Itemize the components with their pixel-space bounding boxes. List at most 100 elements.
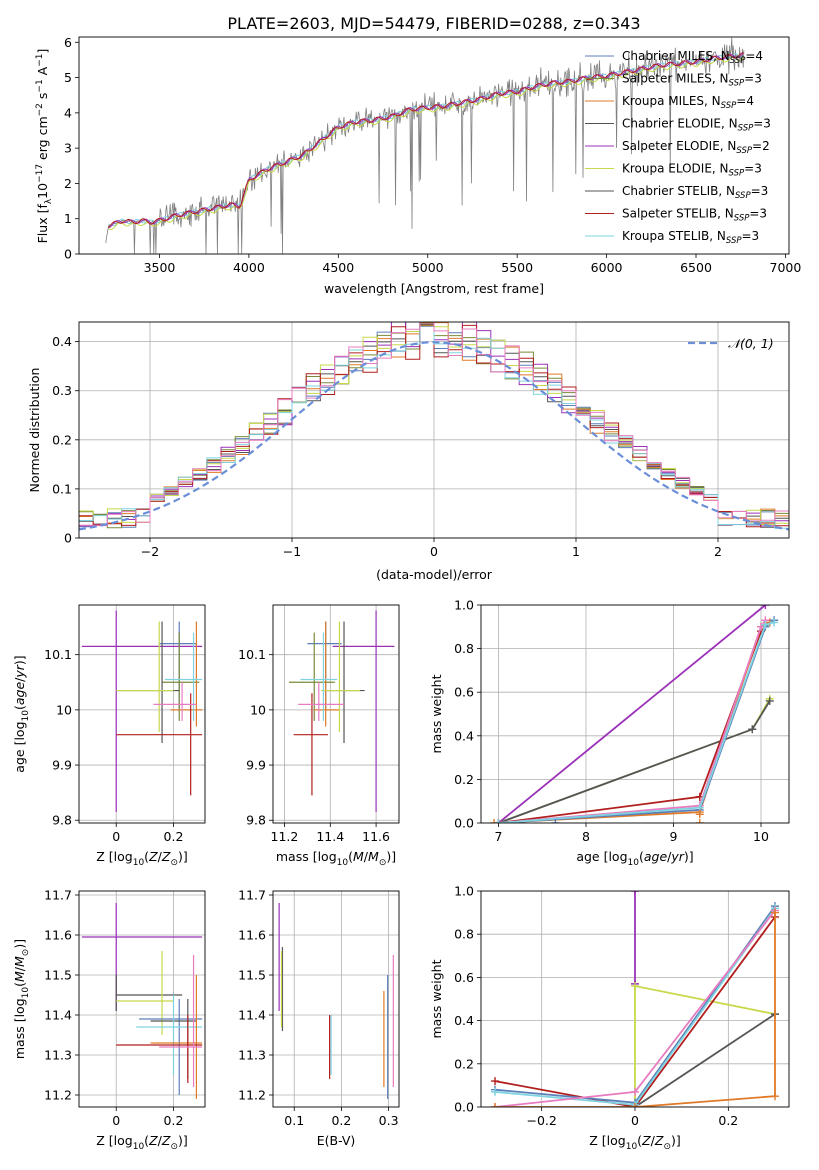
age-vs-mass-frame (272, 604, 400, 824)
weight-series-line (498, 619, 775, 823)
y-tick-label: 0 (64, 247, 72, 262)
x-tick-label: 5000 (412, 260, 444, 275)
residuals-plot-area (79, 322, 789, 538)
residuals-frame (78, 321, 790, 539)
mass-vs-z-plot-area (79, 891, 205, 1107)
x-tick-label: 6500 (680, 260, 712, 275)
y-tick-label: 1.0 (454, 598, 474, 613)
x-tick-label: 8 (582, 829, 590, 844)
weight-vs-age-plot-area (481, 605, 789, 823)
legend-label: Salpeter STELIB, NSSP=3 (622, 207, 767, 224)
axis-label-part: Z (148, 849, 158, 864)
axis-label-part: −1 (35, 79, 45, 92)
y-tick-label: 11.2 (44, 1088, 72, 1103)
axis-label: Flux [fλ10−17 erg cm−2 s−1 A−1] (35, 49, 54, 244)
legend-sub: SSP (726, 236, 742, 246)
axis-label-part: ( (348, 849, 353, 864)
y-tick-label: 11.5 (44, 968, 72, 983)
x-tick-label: 11.2 (271, 829, 299, 844)
axis-label-part: 10 (133, 1142, 145, 1152)
legend-n: =3 (744, 162, 762, 176)
x-tick-label: 0.2 (164, 1113, 184, 1128)
weight-vs-age-frame (480, 604, 790, 824)
spectrum-axes: 3500 4000 4500 5000 5500 6000 6500 7000 0 1 2 3 4 5 6 w… (35, 35, 801, 296)
axis-label-part: Z [log (589, 1133, 625, 1148)
axis-label-part: 10 (21, 710, 31, 722)
axis-label-part: age (12, 682, 27, 706)
x-tick-label: 4000 (233, 260, 265, 275)
plus-marker (491, 1103, 499, 1107)
axis-label-part: / (364, 849, 369, 864)
axis-label-part: / (158, 1133, 163, 1148)
legend-sub: SSP (729, 79, 745, 89)
axis-label-part: Z (654, 1133, 664, 1148)
axis-label-part: ⊙ (21, 949, 31, 957)
axis-label-part: / (667, 849, 672, 864)
legend-text: Chabrier STELIB, N (622, 184, 735, 198)
y-tick-label: 5 (64, 70, 72, 85)
histogram-step (79, 322, 789, 527)
plus-marker (761, 620, 770, 629)
x-tick-label: 1 (572, 544, 580, 559)
axis-label-part: λ (44, 198, 54, 204)
legend-sub: SSP (736, 146, 752, 156)
legend-n: =3 (744, 72, 762, 86)
axis-label-part: erg cm (35, 116, 50, 164)
plus-marker (490, 819, 499, 823)
axis-label-part: / (651, 1133, 656, 1148)
axis-label-part: ⊙ (170, 858, 178, 868)
histogram-step (79, 322, 789, 529)
legend-n: =3 (751, 184, 769, 198)
legend-sub: SSP (734, 214, 750, 224)
x-tick-label: −0.2 (526, 1113, 556, 1128)
y-tick-label: 9.9 (246, 758, 266, 773)
mass-vs-ebv-frame (272, 890, 400, 1108)
axis-label-part: )] (12, 939, 27, 949)
axis-label-part: )] (178, 849, 188, 864)
axis-label: age [log10(age/yr)] (576, 849, 693, 868)
x-tick-label: 0.3 (379, 1113, 399, 1128)
legend-label: Chabrier ELODIE, NSSP=3 (622, 117, 771, 134)
y-tick-label: 11.5 (238, 968, 266, 983)
weight-vs-z-frame (480, 890, 790, 1108)
age-vs-z-frame (78, 604, 206, 824)
y-tick-label: 11.6 (44, 928, 72, 943)
y-tick-label: 11.3 (238, 1048, 266, 1063)
axis-label-part: yr (670, 849, 684, 864)
plus-marker (491, 1077, 499, 1086)
legend-label: Salpeter MILES, NSSP=3 (622, 72, 762, 89)
axis-label-part: mass [log (276, 849, 337, 864)
legend-n: =3 (753, 117, 771, 131)
legend-label: 𝒩(0, 1) (728, 336, 774, 351)
legend-n: =4 (736, 94, 754, 108)
axis-label-part: ( (12, 705, 27, 710)
weight-ylabel: mass weight (429, 959, 444, 1038)
y-tick-label: 1.0 (454, 884, 474, 899)
axis-label-part: / (12, 677, 27, 682)
axis-label-part: age (644, 849, 668, 864)
axis-label-part: M (353, 849, 364, 864)
axis-label: Z [log10(Z/Z⊙)] (96, 849, 188, 868)
axis-label-part: ⊙ (379, 858, 387, 868)
axis-label-part: ( (12, 982, 27, 987)
x-tick-label: 5500 (501, 260, 533, 275)
x-tick-label: 3500 (144, 260, 176, 275)
y-tick-label: 6 (64, 35, 72, 50)
legend-text: Salpeter ELODIE, N (622, 139, 736, 153)
plus-marker (748, 725, 757, 734)
y-tick-label: 0.0 (454, 816, 474, 831)
x-tick-label: 6000 (591, 260, 623, 275)
mass-vs-z-frame (78, 890, 206, 1108)
x-tick-label: 11.6 (362, 829, 390, 844)
axis-label-part: 10 (337, 858, 349, 868)
legend-text: Kroupa MILES, N (622, 94, 721, 108)
mass-vs-z-axes: 0 0.211.211.311.411.511.611.7Z [log10(Z/Z… (12, 888, 206, 1152)
plus-marker (771, 908, 779, 917)
age-vs-z-plot-area (79, 605, 205, 823)
legend-text: Chabrier MILES, N (622, 49, 730, 63)
y-tick-label: 0.2 (454, 1056, 474, 1071)
axis-label-part: 10 (133, 858, 145, 868)
legend-label: Salpeter ELODIE, NSSP=2 (622, 139, 770, 156)
